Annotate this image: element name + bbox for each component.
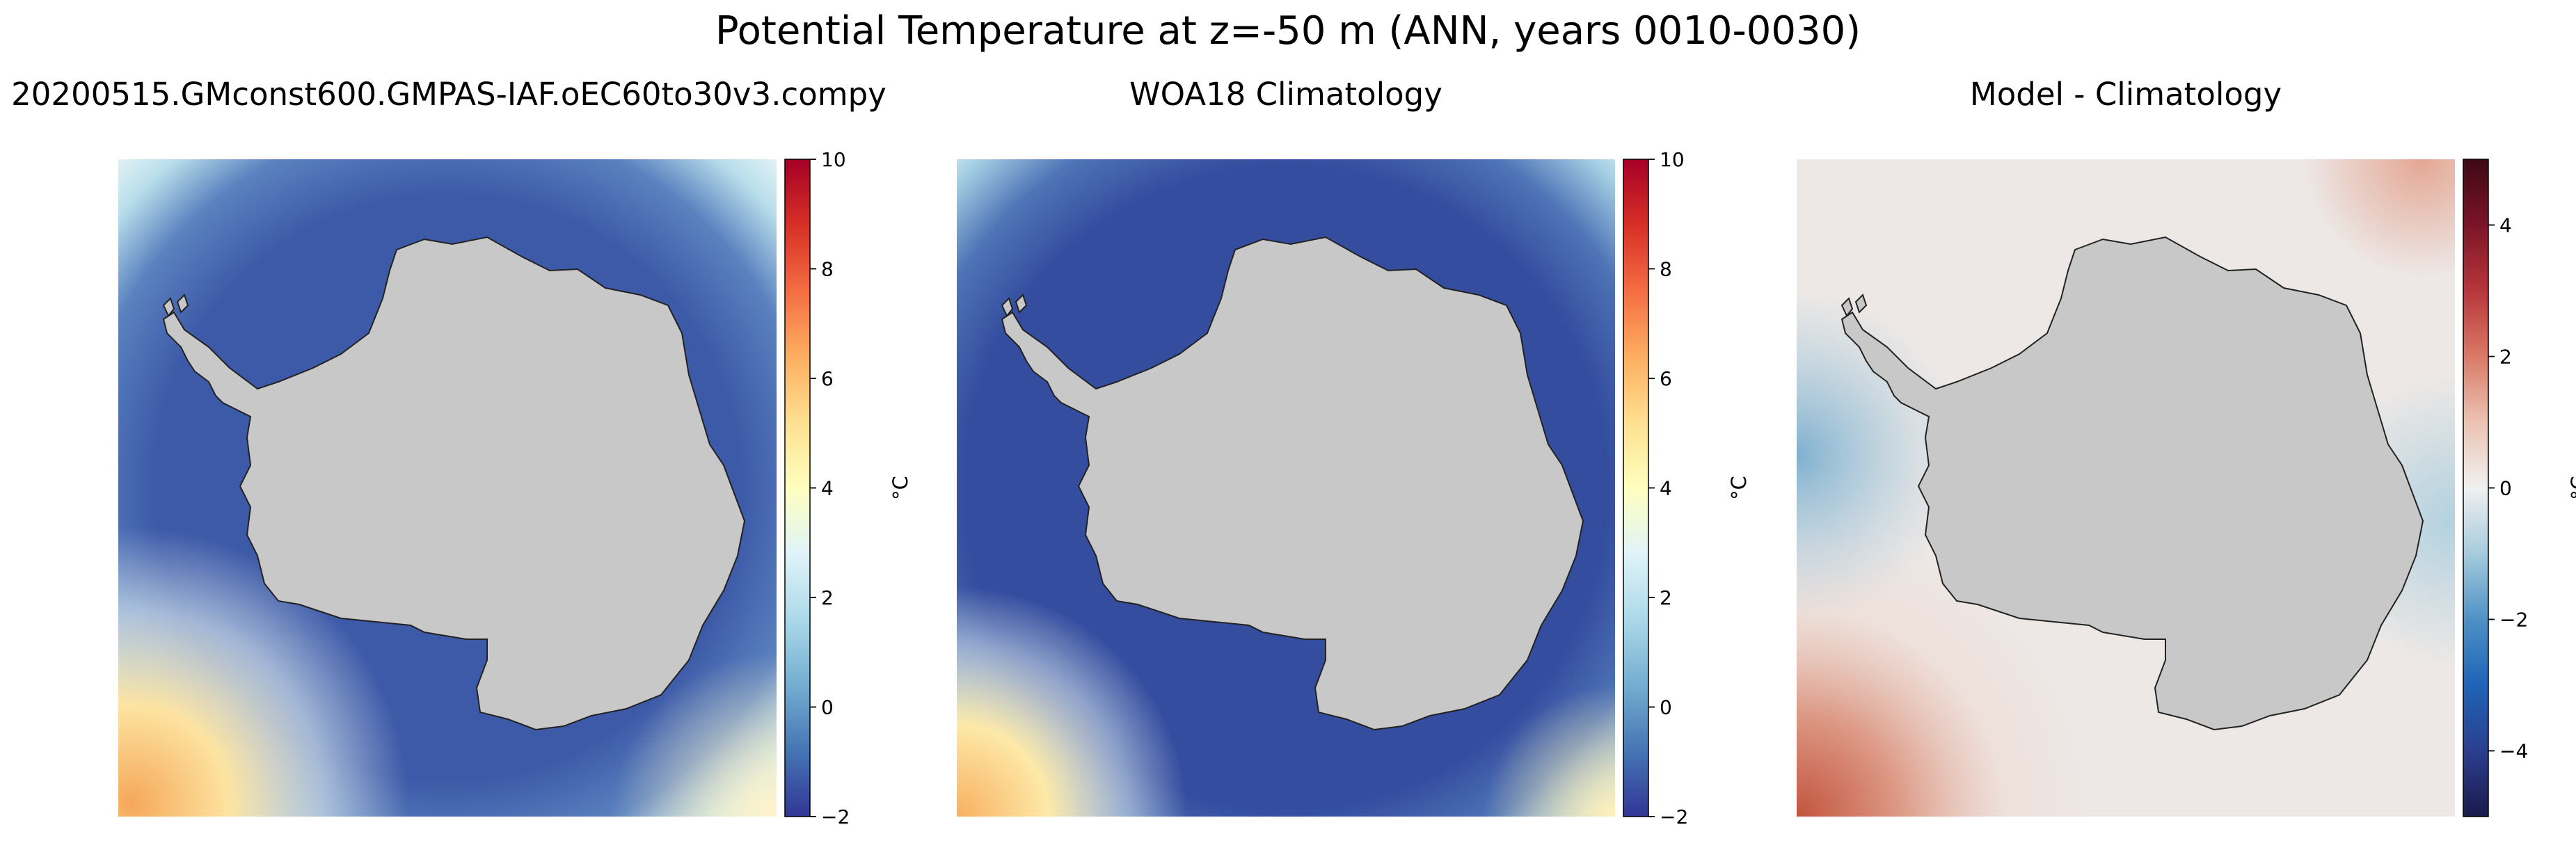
colorbar-unit-label: °C bbox=[2567, 476, 2576, 500]
colorbar-tick-label: 2 bbox=[821, 586, 834, 609]
map-climatology bbox=[957, 159, 1615, 817]
colorbar-tick-label: 4 bbox=[821, 477, 834, 500]
map-model bbox=[118, 159, 777, 817]
colorbar-tick-label: 6 bbox=[821, 367, 834, 390]
colorbar-tick-label: 2 bbox=[1660, 586, 1672, 609]
antarctica-land bbox=[1001, 236, 1584, 731]
colorbar-tick-label: 2 bbox=[2499, 346, 2512, 369]
colorbar-tick-label: 10 bbox=[821, 148, 846, 171]
colorbar-tick-label: −2 bbox=[2499, 609, 2528, 632]
figure-title: Potential Temperature at z=-50 m (ANN, y… bbox=[715, 8, 1861, 54]
colorbar-difference: −4 −2 0 2 4 °C bbox=[2463, 159, 2576, 817]
colorbar-tick-label: 4 bbox=[1660, 477, 1672, 500]
colorbar-tick-label: 8 bbox=[1660, 258, 1672, 281]
colorbar-unit-label: °C bbox=[1727, 476, 1751, 500]
antarctica-land bbox=[1840, 236, 2424, 731]
colorbar-tick-label: 10 bbox=[1660, 148, 1685, 171]
colorbar-tick-label: 4 bbox=[2499, 214, 2512, 237]
colorbar-climatology: −2 0 2 4 6 8 10 °C bbox=[1623, 148, 1751, 828]
colorbar-tick-label: −2 bbox=[821, 805, 850, 828]
panel-title-climatology: WOA18 Climatology bbox=[1129, 76, 1442, 113]
colorbar-gradient bbox=[784, 159, 811, 817]
colorbar-unit-label: °C bbox=[889, 476, 912, 500]
colorbar-tick-label: 0 bbox=[1660, 696, 1672, 719]
colorbar-tick-label: −2 bbox=[1660, 805, 1688, 828]
antarctica-land bbox=[162, 236, 746, 731]
colorbar-tick-label: 0 bbox=[821, 696, 834, 719]
map-difference bbox=[1797, 159, 2455, 817]
colorbar-model: −2 0 2 4 6 8 10 °C bbox=[784, 148, 912, 828]
colorbar-tick-label: −4 bbox=[2499, 740, 2528, 763]
colorbar-gradient bbox=[1623, 159, 1649, 817]
panel-title-model: 20200515.GMconst600.GMPAS-IAF.oEC60to30v… bbox=[11, 76, 887, 113]
panel-title-difference: Model - Climatology bbox=[1969, 76, 2282, 113]
colorbar-gradient bbox=[2463, 159, 2489, 817]
colorbar-tick-label: 8 bbox=[821, 258, 834, 281]
colorbar-tick-label: 0 bbox=[2499, 477, 2512, 500]
colorbar-tick-label: 6 bbox=[1660, 367, 1672, 390]
